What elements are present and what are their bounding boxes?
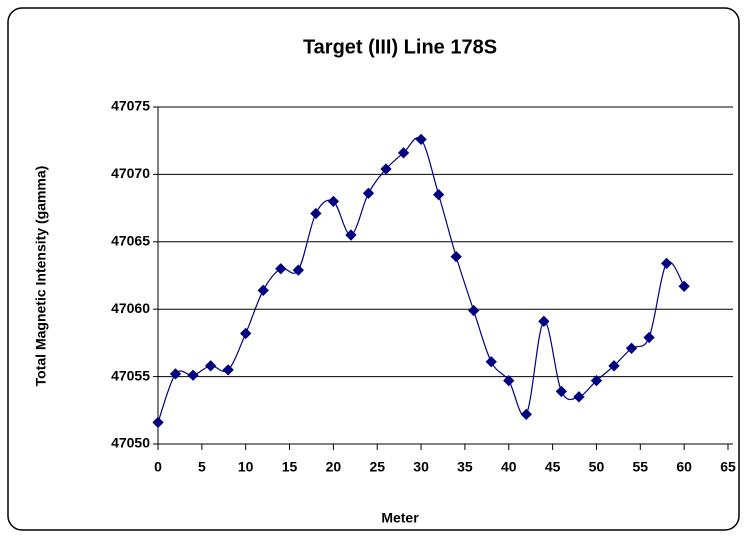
marker (187, 369, 199, 381)
y-tick-label: 47075 (111, 98, 150, 114)
x-tick-label: 30 (413, 459, 429, 475)
marker (397, 147, 410, 159)
marker (257, 284, 269, 296)
marker (345, 229, 357, 241)
marker (275, 263, 287, 275)
x-axis-label: Meter (381, 510, 419, 526)
marker (678, 280, 690, 292)
marker (520, 408, 532, 421)
marker (240, 327, 252, 340)
x-tick-label: 10 (238, 459, 254, 475)
x-tick-label: 60 (676, 459, 692, 475)
x-tick-label: 45 (545, 459, 561, 475)
marker (292, 264, 304, 276)
x-tick-label: 35 (457, 459, 473, 475)
chart-title: Target (III) Line 178S (303, 36, 497, 58)
chart-border (7, 7, 740, 531)
marker (660, 257, 673, 270)
x-tick-label: 50 (589, 459, 605, 475)
marker (204, 360, 217, 372)
y-tick-label: 47060 (111, 300, 150, 316)
marker (222, 364, 234, 376)
marker (415, 133, 427, 146)
y-tick-label: 47050 (111, 435, 150, 451)
marker (380, 163, 392, 175)
y-tick-label: 47065 (111, 233, 150, 249)
x-tick-label: 15 (282, 459, 298, 475)
marker (169, 368, 182, 380)
marker (327, 195, 340, 208)
x-tick-label: 0 (154, 459, 162, 475)
marker (432, 188, 445, 201)
marker (503, 374, 515, 387)
x-tick-label: 55 (633, 459, 649, 475)
marker (608, 360, 620, 372)
x-tick-label: 40 (501, 459, 517, 475)
x-tick-label: 25 (369, 459, 385, 475)
y-tick-label: 47070 (111, 165, 150, 181)
x-tick-label: 65 (720, 459, 736, 475)
marker (573, 391, 585, 403)
marker (625, 342, 638, 354)
marker (643, 331, 655, 344)
marker (152, 416, 164, 429)
y-axis-label: Total Magnetic Intensity (gamma) (33, 166, 49, 387)
marker (362, 187, 375, 199)
y-tick-label: 47055 (111, 367, 150, 383)
x-tick-label: 20 (326, 459, 342, 475)
marker (468, 304, 480, 317)
marker (590, 374, 603, 387)
marker (485, 356, 497, 368)
x-tick-label: 5 (198, 459, 206, 475)
marker (538, 315, 550, 327)
marker (310, 207, 322, 220)
marker (555, 385, 568, 398)
